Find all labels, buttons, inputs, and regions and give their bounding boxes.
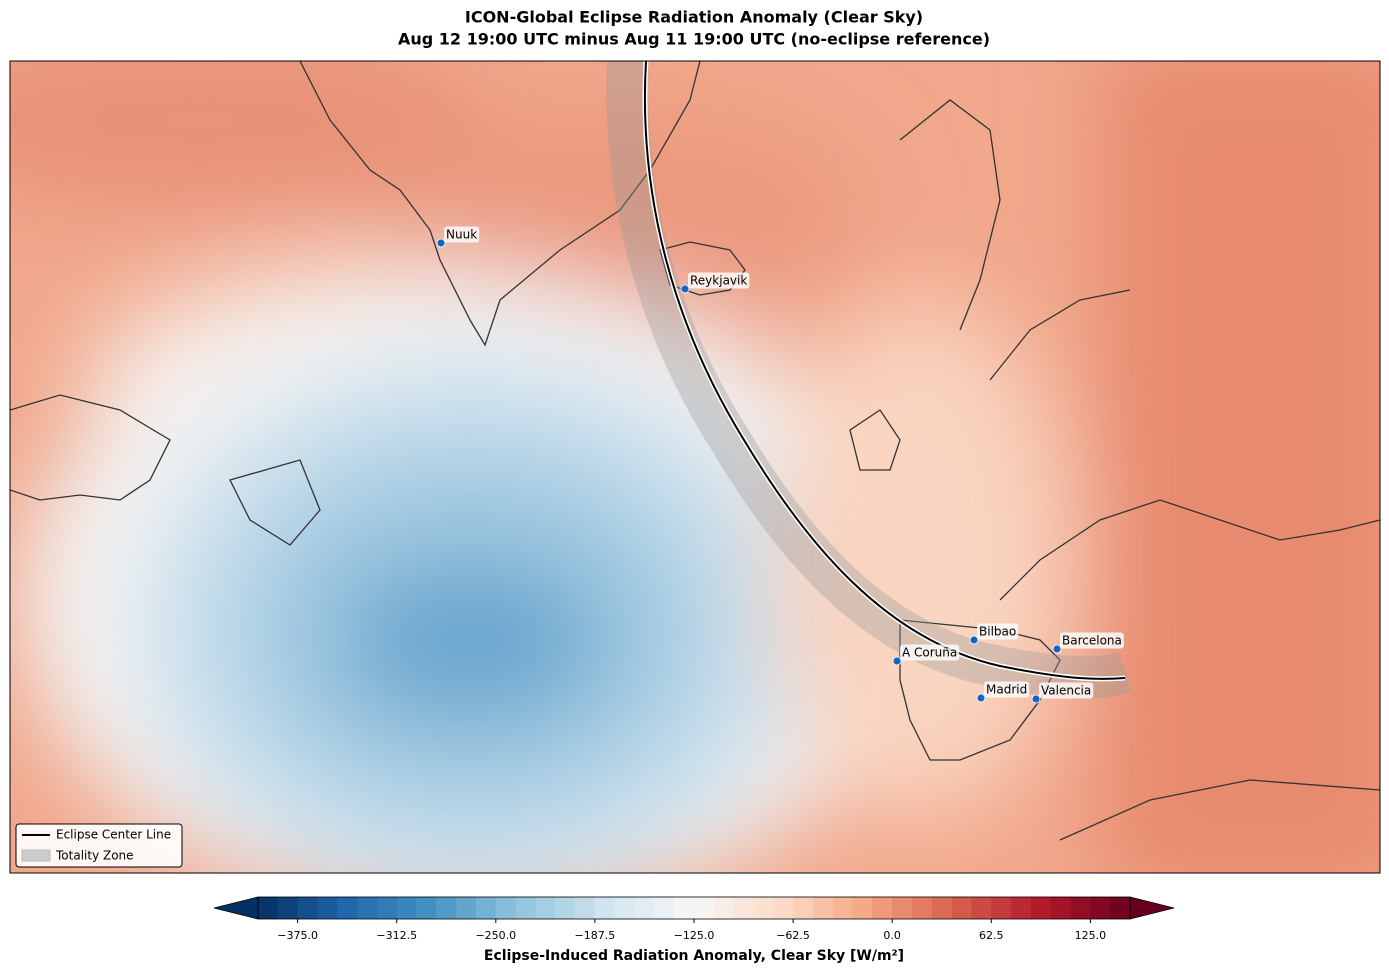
colorbar-segment [1011, 897, 1032, 919]
colorbar-segment [495, 897, 517, 919]
legend-patch [21, 849, 51, 862]
colorbar-segment [416, 897, 437, 919]
map: Nuuk Reykjavik Bilbao Barcelona A Coruña Madr… [10, 61, 1380, 873]
colorbar-segment [476, 897, 497, 919]
city-marker [680, 284, 690, 294]
colorbar: −375.0 −312.5 −250.0 −187.5 −125.0 −62.5 0.0 62… [213, 896, 1175, 942]
colorbar-segment [812, 897, 834, 919]
colorbar-segment [277, 897, 299, 919]
colorbar-segment [912, 897, 933, 919]
city-label: Valencia [1041, 684, 1091, 698]
center-line [643, 61, 1126, 680]
colorbar-segment [694, 897, 715, 919]
colorbar-segment [357, 897, 378, 919]
city-label: Reykjavik [690, 274, 747, 288]
colorbar-tick-label: −250.0 [475, 929, 516, 942]
colorbar-segment [832, 897, 854, 919]
city-label: Bilbao [979, 625, 1016, 639]
cities: Nuuk Reykjavik Bilbao Barcelona A Coruña Madr… [436, 226, 1124, 704]
colorbar-tick-label: 62.5 [979, 929, 1004, 942]
colorbar-segment [594, 897, 616, 919]
colorbar-segment [258, 897, 279, 919]
colorbar-segment [1110, 897, 1131, 919]
city-marker [1052, 644, 1062, 654]
map-frame [9, 60, 1381, 874]
colorbar-segment [376, 897, 398, 919]
city-marker [1031, 694, 1041, 704]
colorbar-arrow [213, 896, 259, 920]
city-label-bg [1039, 682, 1094, 699]
colorbar-segment [436, 897, 457, 919]
colorbar-segment [1050, 897, 1072, 919]
colorbar-tick-label: 125.0 [1075, 929, 1107, 942]
legend: Eclipse Center Line Totality Zone [15, 823, 183, 868]
city-label-bg [444, 226, 480, 243]
colorbar-segment [1070, 897, 1091, 919]
colorbar-segment [396, 897, 418, 919]
city-label-bg [1060, 632, 1124, 649]
city-label: A Coruña [902, 646, 957, 660]
colorbar-segment [733, 897, 754, 919]
colorbar-segment [773, 897, 794, 919]
colorbar-segment [674, 897, 695, 919]
colorbar-segment [753, 897, 774, 919]
legend-box [15, 823, 183, 868]
city-marker [892, 656, 902, 666]
colorbar-segment [971, 897, 992, 919]
city-label-bg [977, 623, 1019, 640]
colorbar-segment [951, 897, 972, 919]
title: ICON-Global Eclipse Radiation Anomaly (C… [465, 8, 923, 27]
city-marker [976, 693, 986, 703]
colorbar-segment [515, 897, 536, 919]
colorbar-segment [317, 897, 338, 919]
colorbar-segment [713, 897, 735, 919]
colorbar-segment [634, 897, 655, 919]
colorbar-segment [575, 897, 596, 919]
colorbar-segment [892, 897, 913, 919]
city-label-bg [984, 681, 1030, 698]
colorbar-segment [1030, 897, 1052, 919]
colorbar-segment [337, 897, 358, 919]
city-label-bg [900, 644, 960, 661]
colorbar-tick-label: −125.0 [674, 929, 715, 942]
anomaly-field [10, 61, 1380, 873]
colorbar-segment [1090, 897, 1111, 919]
colorbar-segment [297, 897, 318, 919]
city-marker [969, 635, 979, 645]
colorbar-segment [456, 897, 477, 919]
colorbar-segment [555, 897, 576, 919]
colorbar-segment [654, 897, 675, 919]
subtitle: Aug 12 19:00 UTC minus Aug 11 19:00 UTC … [398, 30, 990, 49]
colorbar-segment [931, 897, 953, 919]
legend-label: Eclipse Center Line [56, 828, 171, 842]
colorbar-segment [852, 897, 873, 919]
colorbar-segment [991, 897, 1012, 919]
city-label: Barcelona [1062, 634, 1122, 648]
colorbar-tick-label: −312.5 [376, 929, 417, 942]
colorbar-arrow [1129, 896, 1175, 920]
colorbar-tick-label: −375.0 [277, 929, 318, 942]
colorbar-segment [872, 897, 893, 919]
colorbar-label: Eclipse-Induced Radiation Anomaly, Clear… [484, 948, 904, 964]
colorbar-segment [614, 897, 636, 919]
legend-label: Totality Zone [55, 849, 134, 863]
colorbar-segment [793, 897, 814, 919]
city-label: Madrid [986, 683, 1027, 697]
city-marker [436, 238, 446, 248]
colorbar-segment [535, 897, 556, 919]
colorbar-tick-label: −187.5 [575, 929, 616, 942]
colorbar-tick-label: −62.5 [776, 929, 810, 942]
colorbar-tick-label: 0.0 [883, 929, 901, 942]
city-label-bg [688, 272, 750, 289]
city-label: Nuuk [446, 228, 477, 242]
